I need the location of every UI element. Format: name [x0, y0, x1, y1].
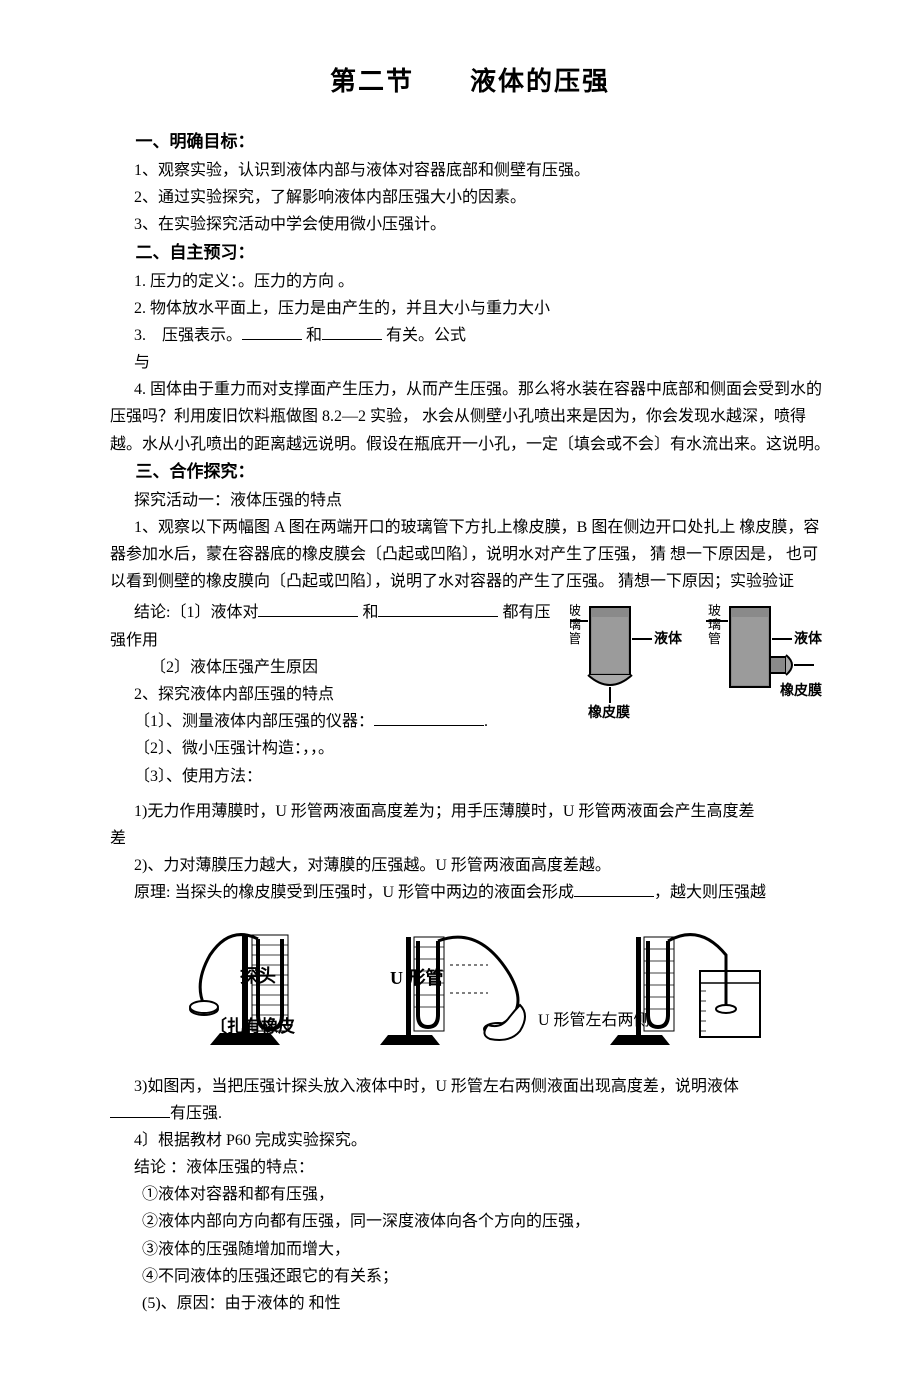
m3b: ，越大则压强越 [654, 884, 766, 901]
section-3-head: 三、合作探究： [110, 458, 830, 487]
blank [258, 600, 358, 617]
sec2-i3b: 和 [306, 327, 322, 344]
method-1: 1)无力作用薄膜时，U 形管两液面高度差为；用手压薄膜时，U 形管两液面会产生高… [110, 798, 830, 825]
principle: 原理: 当探头的橡皮膜受到压强时，U 形管中两边的液面会形成 ，越大则压强越 [110, 879, 830, 906]
sec2-item-3: 3. 压强表示。 和 有关。公式 [110, 322, 830, 349]
cc2: ②液体内部向方向都有压强，同一深度液体向各个方向的压强， [110, 1208, 830, 1235]
manometer-figure: 探头 U 形管 〔扎有橡皮 U 形管左右两侧 [110, 915, 830, 1065]
svg-text:璃: 璃 [570, 617, 581, 632]
sec2-item-2: 2. 物体放水平面上，压力是由产生的，并且大小与重力大小 [110, 295, 830, 322]
blank [574, 880, 654, 897]
tube-diagrams: 玻 璃 管 液体 橡皮膜 玻 璃 管 液体 橡皮膜 [570, 599, 830, 728]
blank [110, 1101, 170, 1118]
section-2-head: 二、自主预习： [110, 239, 830, 268]
svg-text:玻: 玻 [708, 603, 721, 618]
label-u-tube: U 形管 [390, 963, 444, 994]
glass-tubes-svg: 玻 璃 管 液体 橡皮膜 玻 璃 管 液体 橡皮膜 [570, 599, 830, 719]
sec2-i3c: 有关。公式 [386, 327, 466, 344]
sub-2: 〔2〕、微小压强计构造：，，。 [110, 735, 830, 762]
sec2-i3d: 与 [110, 349, 830, 376]
figure-tubes: 玻 璃 管 液体 橡皮膜 玻 璃 管 液体 橡皮膜 结论:〔1〕液体对 和 都有… [110, 599, 830, 789]
method-4: 4〕根据教材 P60 完成实验探究。 [110, 1127, 830, 1154]
label-liquid-a: 液体 [654, 630, 683, 647]
c1b: 和 [362, 604, 378, 621]
activity-1-title: 探究活动一：液体压强的特点 [110, 487, 830, 514]
method-1-tail: 差 [110, 825, 830, 852]
method-2: 2)、力对薄膜压力越大，对薄膜的压强越。U 形管两液面高度差越。 [110, 852, 830, 879]
sub1a: 〔1〕、测量液体内部压强的仪器： [134, 713, 374, 730]
m3a: 原理: 当探头的橡皮膜受到压强时，U 形管中两边的液面会形成 [134, 884, 574, 901]
label-u-sides: U 形管左右两侧 [538, 1007, 650, 1034]
sec1-item-1: 1、观察实验，认识到液体内部与液体对容器底部和侧壁有压强。 [110, 157, 830, 184]
label-probe: 探头 [240, 961, 276, 992]
sub1b: . [484, 713, 488, 730]
cc3: ③液体的压强随增加而增大， [110, 1236, 830, 1263]
method-3: 3)如图丙，当把压强计探头放入液体中时，U 形管左右两侧液面出现高度差，说明液体 [110, 1073, 830, 1100]
m4b: 有压强. [170, 1105, 222, 1122]
sec3-para-1: 1、观察以下两幅图 A 图在两端开口的玻璃管下方扎上橡皮膜，B 图在侧边开口处扎… [110, 514, 830, 596]
label-glass-a: 玻 [570, 603, 581, 618]
blank [322, 323, 382, 340]
svg-text:管: 管 [570, 631, 581, 646]
cc5: (5)、原因：由于液体的 和性 [110, 1290, 830, 1317]
m4a: 3)如图丙，当把压强计探头放入液体中时，U 形管左右两侧液面出现高度差，说明液体 [134, 1078, 739, 1095]
page-title: 第二节 液体的压强 [110, 60, 830, 104]
method-3-tail: 有压强. [110, 1100, 830, 1127]
label-membrane-a: 橡皮膜 [588, 704, 630, 719]
section-1-head: 一、明确目标： [110, 128, 830, 157]
label-membrane-b: 橡皮膜 [780, 682, 822, 699]
cc1: ①液体对容器和都有压强， [110, 1181, 830, 1208]
svg-text:璃: 璃 [708, 617, 721, 632]
sec2-item-1: 1. 压力的定义：。压力的方向 。 [110, 268, 830, 295]
blank [374, 709, 484, 726]
sec2-i3a: 3. 压强表示。 [134, 327, 242, 344]
label-liquid-b: 液体 [794, 630, 823, 647]
blank [378, 600, 498, 617]
blank [242, 323, 302, 340]
svg-text:管: 管 [708, 631, 721, 646]
sub-3: 〔3〕、使用方法： [110, 763, 830, 790]
sec1-item-3: 3、在实验探究活动中学会使用微小压强计。 [110, 211, 830, 238]
final-conclusion: 结论 ：液体压强的特点： [110, 1154, 830, 1181]
c1a: 结论:〔1〕液体对 [134, 604, 258, 621]
cc4: ④不同液体的压强还跟它的有关系； [110, 1263, 830, 1290]
sec1-item-2: 2、通过实验探究，了解影响液体内部压强大小的因素。 [110, 184, 830, 211]
sec2-item-4: 4. 固体由于重力而对支撑面产生压力，从而产生压强。那么将水装在容器中底部和侧面… [110, 376, 830, 458]
label-rubber: 〔扎有橡皮 [210, 1013, 295, 1042]
